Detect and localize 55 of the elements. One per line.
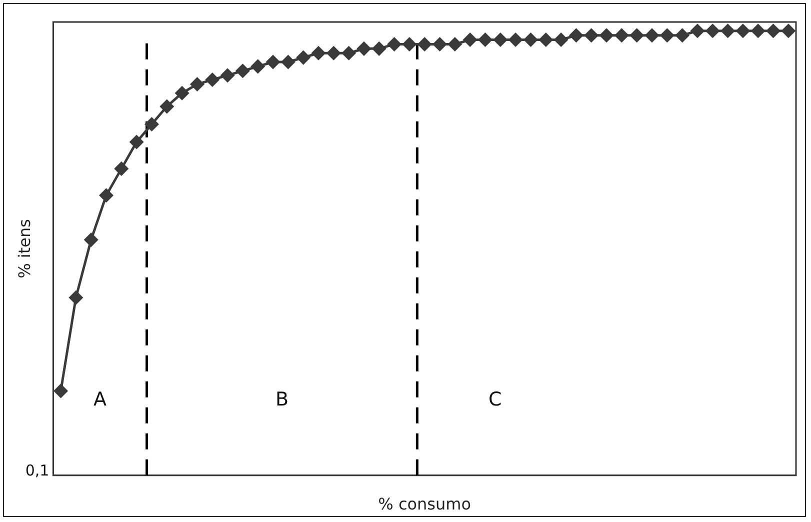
point (660, 28, 674, 42)
point (645, 28, 659, 42)
point (478, 33, 492, 47)
point (312, 46, 326, 60)
point (539, 33, 553, 47)
point (433, 37, 447, 51)
point (524, 33, 538, 47)
y-axis-title: % itens (14, 219, 34, 278)
point (463, 33, 477, 47)
annotation: A (93, 388, 106, 411)
point (736, 24, 750, 38)
point (251, 60, 265, 74)
point (402, 37, 416, 51)
point (448, 37, 462, 51)
point (721, 24, 735, 38)
point (236, 64, 250, 78)
point (690, 24, 704, 38)
point (342, 46, 356, 60)
point (357, 42, 371, 56)
point (296, 50, 310, 64)
point (220, 68, 234, 82)
x-axis-title: % consumo (378, 494, 472, 514)
point (130, 135, 144, 149)
point (281, 55, 295, 69)
point (782, 24, 796, 38)
point (84, 233, 98, 247)
point (614, 28, 628, 42)
point (326, 46, 340, 60)
point (554, 33, 568, 47)
point (114, 162, 128, 176)
text: 0,1 (25, 461, 50, 480)
point (766, 24, 780, 38)
point (706, 24, 720, 38)
point (418, 37, 432, 51)
point (388, 37, 402, 51)
point (190, 77, 204, 91)
point (584, 28, 598, 42)
point (175, 86, 189, 100)
point (372, 42, 386, 56)
point (54, 384, 68, 398)
annotation: C (488, 388, 502, 411)
point (676, 28, 690, 42)
point (206, 73, 220, 87)
point (144, 117, 158, 131)
point (266, 55, 280, 69)
point (569, 28, 583, 42)
point (600, 28, 614, 42)
point (508, 33, 522, 47)
point (100, 188, 114, 202)
point (160, 100, 174, 114)
point (630, 28, 644, 42)
point (751, 24, 765, 38)
annotation: B (275, 388, 289, 411)
point (69, 290, 83, 304)
point (494, 33, 508, 47)
